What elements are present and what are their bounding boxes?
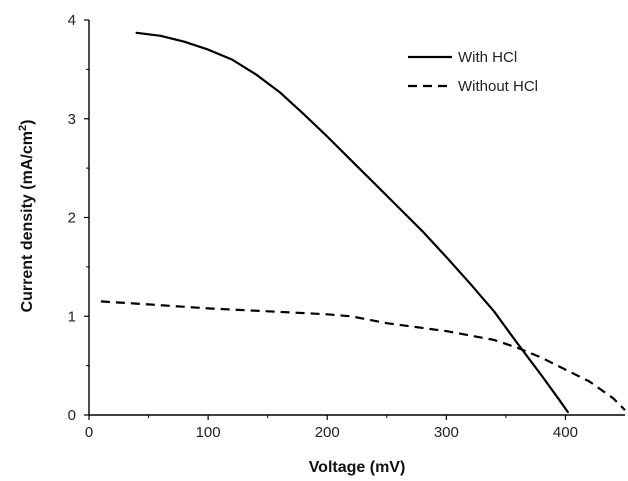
x-tick-label: 400: [553, 424, 578, 441]
y-tick-label: 4: [68, 12, 76, 29]
y-tick-label: 3: [68, 111, 76, 128]
y-tick-label: 2: [68, 210, 76, 227]
tick-labels: 0 100 200 300 400 0 1 2 3 4: [68, 12, 578, 441]
axes: [88, 20, 625, 416]
legend-label: With HCl: [458, 49, 517, 66]
legend-label: Without HCl: [458, 78, 538, 95]
x-tick-label: 200: [315, 424, 340, 441]
y-axis-title: Current density (mA/cm2): [17, 120, 36, 313]
x-tick-label: 100: [196, 424, 221, 441]
legend: With HCl Without HCl: [408, 49, 538, 95]
x-tick-label: 300: [434, 424, 459, 441]
x-axis-title: Voltage (mV): [309, 459, 406, 476]
series-layer: [100, 31, 626, 414]
x-tick-label: 0: [85, 424, 93, 441]
tick-marks: [84, 19, 567, 420]
series-line-with-hcl: [135, 31, 569, 414]
y-tick-label: 1: [68, 308, 76, 325]
y-tick-label: 0: [68, 407, 76, 424]
series-line-without-hcl: [100, 300, 626, 411]
